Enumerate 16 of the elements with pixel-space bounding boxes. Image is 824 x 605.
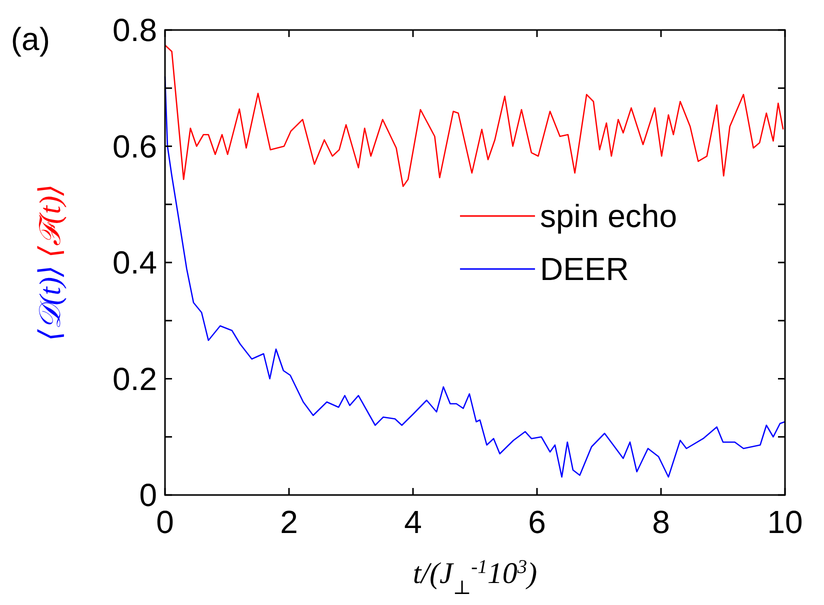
text: (a) bbox=[10, 21, 50, 57]
y-tick-label: 0 bbox=[139, 477, 157, 514]
y-axis-title: ⟨𝒟(t)⟩ ⟨ℱ(t)⟩ bbox=[34, 184, 67, 341]
x-tick-label: 10 bbox=[767, 504, 803, 540]
y-tick-label: 0.2 bbox=[112, 360, 157, 397]
y-tick-label: 0.4 bbox=[112, 244, 157, 281]
x-axis-title: t/(J$_{⊥}$$^{-1}$10$^{3}$) bbox=[412, 556, 538, 598]
x-tick-label: 8 bbox=[652, 504, 670, 540]
legend-label: spin echo bbox=[540, 198, 677, 234]
x-tick-label: 2 bbox=[280, 504, 298, 540]
line-series bbox=[164, 44, 784, 188]
y-tick-label: 0.8 bbox=[112, 12, 157, 48]
x-tick-label: 6 bbox=[528, 504, 546, 540]
legend-label: DEER bbox=[540, 251, 629, 288]
y-tick-label: 0.6 bbox=[112, 128, 157, 164]
x-tick-label: 4 bbox=[404, 504, 422, 540]
